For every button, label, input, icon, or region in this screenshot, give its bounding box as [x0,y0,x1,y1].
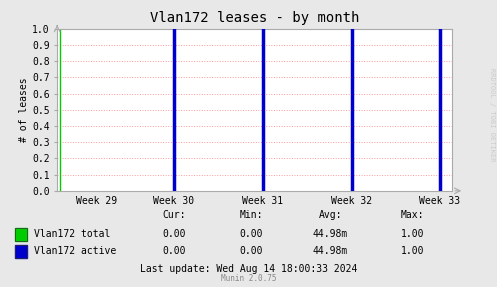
Text: 0.00: 0.00 [239,229,263,239]
Text: Last update: Wed Aug 14 18:00:33 2024: Last update: Wed Aug 14 18:00:33 2024 [140,264,357,274]
Text: Avg:: Avg: [319,210,342,220]
Text: 0.00: 0.00 [239,246,263,256]
Text: 44.98m: 44.98m [313,246,348,256]
Text: 0.00: 0.00 [162,229,186,239]
Title: Vlan172 leases - by month: Vlan172 leases - by month [150,11,359,25]
Text: Vlan172 total: Vlan172 total [34,229,110,239]
Y-axis label: # of leases: # of leases [19,77,29,142]
Text: Cur:: Cur: [162,210,186,220]
Text: 1.00: 1.00 [401,229,424,239]
Text: 0.00: 0.00 [162,246,186,256]
Text: RRDTOOL / TOBI OETIKER: RRDTOOL / TOBI OETIKER [489,68,495,162]
Text: Munin 2.0.75: Munin 2.0.75 [221,274,276,283]
Text: 44.98m: 44.98m [313,229,348,239]
Text: Max:: Max: [401,210,424,220]
Text: Vlan172 active: Vlan172 active [34,246,116,256]
Text: Min:: Min: [239,210,263,220]
Text: 1.00: 1.00 [401,246,424,256]
